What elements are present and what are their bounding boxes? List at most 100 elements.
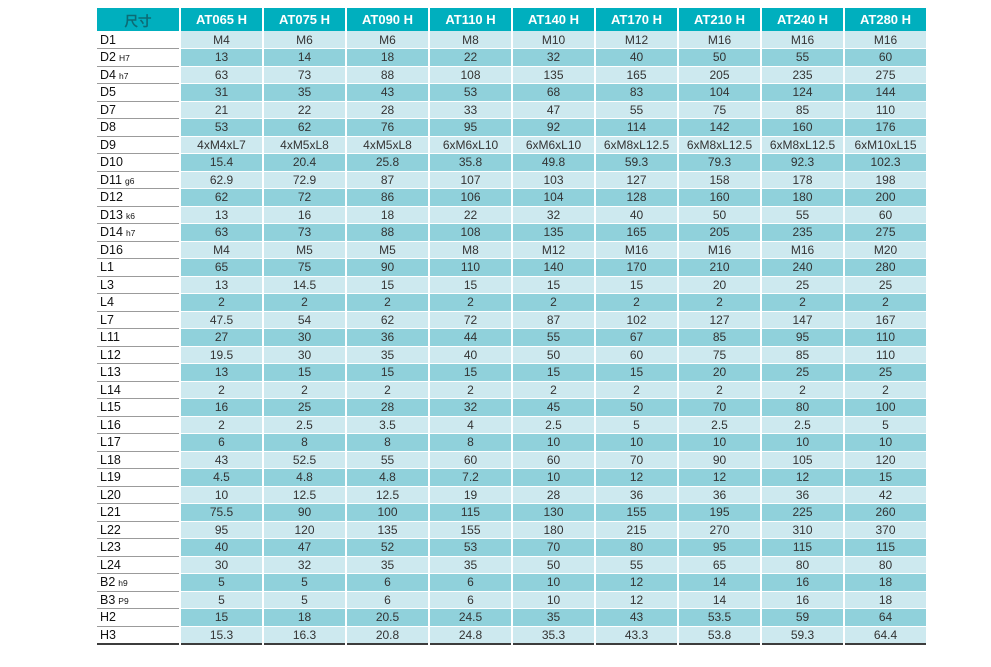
value-cell: 95 [677,538,761,557]
table-row: D7 21 22 28 33 47 55 75 85 110 [97,101,926,119]
value-cell: 104 [511,188,595,207]
value-cell: 370 [843,521,926,539]
value-cell: 14 [677,573,761,592]
value-cell: 47 [511,101,595,119]
value-cell: 72.9 [262,171,346,189]
value-cell: 14 [677,591,761,609]
value-cell: 108 [428,223,512,242]
value-cell: 40 [594,48,678,67]
value-cell: 63 [179,66,263,84]
value-cell: 2.5 [262,416,346,434]
value-cell: 4xM5xL8 [345,136,429,154]
value-cell: 280 [843,258,926,277]
value-cell: 19 [428,486,512,504]
value-cell: 16 [262,206,346,224]
value-cell: 102 [594,311,678,329]
row-label-text: B2 [100,575,116,590]
value-cell: 40 [594,206,678,224]
value-cell: 12 [594,573,678,592]
value-cell: 90 [262,503,346,522]
table-row: D4 h7 63 73 88 108 135 165 205 235 275 [97,66,926,84]
table-row: D2 H7 13 14 18 22 32 40 50 55 60 [97,48,926,67]
row-label-text: L15 [100,400,121,415]
value-cell: 49.8 [511,153,595,172]
table-row: D13 k6 13 16 18 22 32 40 50 55 60 [97,206,926,224]
value-cell: 270 [677,521,761,539]
value-cell: 6xM8xL12.5 [760,136,844,154]
value-cell: 50 [594,398,678,417]
value-cell: 14 [262,48,346,67]
column-header: AT240 H [760,8,844,31]
column-header: AT065 H [179,8,263,31]
value-cell: 62 [345,311,429,329]
value-cell: 4xM4xL7 [179,136,263,154]
value-cell: 27 [179,328,263,347]
value-cell: 80 [843,556,926,574]
value-cell: 25 [843,276,926,294]
value-cell: 12 [760,468,844,487]
value-cell: 12 [594,591,678,609]
value-cell: 144 [843,83,926,102]
value-cell: 63 [179,223,263,242]
value-cell: 79.3 [677,153,761,172]
row-label-text: B3 [100,592,116,607]
table-row: D1 M4 M6 M6 M8 M10 M12 M16 M16 M16 [97,31,926,49]
value-cell: 20 [677,276,761,294]
value-cell: 75 [262,258,346,277]
value-cell: 120 [843,451,926,469]
value-cell: 70 [594,451,678,469]
value-cell: 2 [511,293,595,312]
value-cell: 76 [345,118,429,137]
row-label: H3 [97,626,180,644]
value-cell: M20 [843,241,926,259]
row-label-tolerance: k6 [125,210,135,221]
value-cell: 73 [262,66,346,84]
value-cell: 210 [677,258,761,277]
table-row: L14 2 2 2 2 2 2 2 2 2 [97,381,926,399]
value-cell: 10 [677,433,761,452]
value-cell: 90 [677,451,761,469]
value-cell: 6 [345,591,429,609]
row-label-text: D10 [100,155,123,170]
value-cell: 43 [594,608,678,627]
row-label-text: L21 [100,505,121,520]
value-cell: 110 [843,328,926,347]
value-cell: 124 [760,83,844,102]
row-label: L4 [97,293,180,312]
value-cell: M12 [594,31,678,49]
value-cell: 18 [843,573,926,592]
row-label-text: H3 [100,627,116,642]
value-cell: M4 [179,241,263,259]
table-row: D10 15.4 20.4 25.8 35.8 49.8 59.3 79.3 92.3 102.3 [97,153,926,172]
value-cell: 10 [511,591,595,609]
row-label: D16 [97,241,180,259]
value-cell: M4 [179,31,263,49]
value-cell: 20 [677,363,761,382]
value-cell: 20.8 [345,626,429,644]
row-label: B2 h9 [97,573,180,592]
row-label: D11 g6 [97,171,180,189]
row-label-text: D12 [100,190,123,205]
value-cell: 2 [843,293,926,312]
value-cell: 68 [511,83,595,102]
value-cell: 127 [594,171,678,189]
value-cell: 53 [179,118,263,137]
value-cell: 18 [345,206,429,224]
table-row: D12 62 72 86 106 104 128 160 180 200 [97,188,926,207]
value-cell: 45 [511,398,595,417]
row-label-text: D7 [100,102,116,117]
value-cell: M16 [760,241,844,259]
value-cell: 54 [262,311,346,329]
row-label: L22 [97,521,180,539]
value-cell: 28 [345,398,429,417]
value-cell: 59.3 [594,153,678,172]
value-cell: 2 [428,293,512,312]
table-row: L22 95 120 135 155 180 215 270 310 370 [97,521,926,539]
value-cell: 35.3 [511,626,595,644]
value-cell: 5 [262,573,346,592]
value-cell: 42 [843,486,926,504]
row-label: D9 [97,136,180,154]
table-row: L23 40 47 52 53 70 80 95 115 115 [97,538,926,557]
value-cell: 4.8 [262,468,346,487]
